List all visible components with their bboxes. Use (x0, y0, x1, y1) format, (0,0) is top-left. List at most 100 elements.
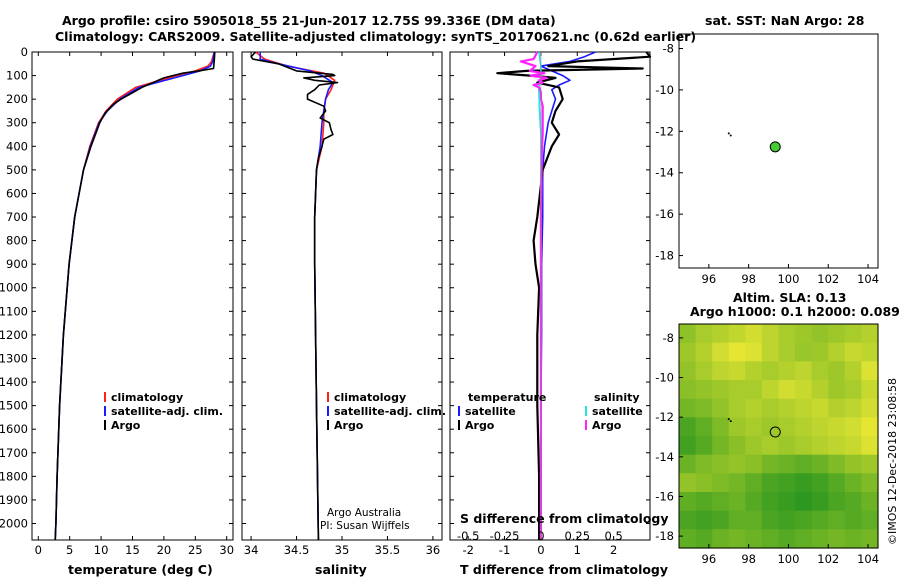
sla_map-cell (844, 529, 862, 549)
sla_map-cell (778, 436, 796, 456)
sla_map-ytick-label: -12 (655, 410, 674, 424)
sst_map-xtick-label: 102 (817, 272, 839, 286)
temperature-xtick-label: 25 (188, 543, 203, 557)
sst_map-ytick-label: -8 (663, 41, 674, 55)
sla_map-cell (761, 398, 780, 418)
sla_map-cell (761, 380, 780, 400)
sla_map-cell (778, 361, 796, 381)
sla_map-cell (811, 380, 829, 400)
temperature-xtick-label: 15 (125, 543, 140, 557)
difference-frame (449, 51, 651, 541)
legend-sal-climatology: climatology (327, 391, 406, 404)
difference-series-temperature-argo (496, 51, 652, 540)
sla_map-cell (844, 342, 862, 362)
sla_map-cell (695, 510, 713, 530)
depth-tick-label: 1100 (0, 304, 28, 318)
sla_map-cell (728, 529, 746, 549)
sla_map-cell (728, 454, 746, 474)
sla_map-cell (679, 492, 697, 512)
sla_map-cell (861, 454, 879, 474)
sla_map-argo-point (769, 426, 781, 438)
sla_map-ytick-label: -16 (655, 489, 674, 503)
temperature-xtick-label: 30 (219, 543, 234, 557)
sst_map-island (729, 134, 732, 137)
sla_map-cell (811, 473, 829, 493)
sst_map-xtick-label: 104 (857, 272, 879, 286)
sla_map-cell (679, 510, 697, 530)
sla_map-ytick-label: -18 (655, 529, 674, 543)
sla_map-cell (828, 342, 846, 362)
temperature-xlabel: temperature (deg C) (68, 562, 213, 577)
sla_map-cell (811, 529, 829, 549)
sla_map-cell (861, 361, 879, 381)
depth-tick-label: 1300 (0, 351, 28, 365)
sla_map-cell (745, 342, 763, 362)
sla_map-cell (811, 324, 829, 344)
depth-tick-label: 900 (6, 257, 28, 271)
title-line-1: Argo profile: csiro 5905018_55 21-Jun-20… (62, 13, 556, 28)
sla_map-cell (712, 454, 730, 474)
sla_map-cell (761, 436, 780, 456)
difference-secondary-tick-label: -0.5 (457, 529, 479, 543)
sla_map-cell (795, 361, 813, 381)
depth-tick-label: 1900 (0, 493, 28, 507)
sla_map-cell (728, 361, 746, 381)
sla_map-cell (861, 529, 879, 549)
salinity-xtick-label: 36 (426, 543, 441, 557)
sla_map-cell (679, 473, 697, 493)
difference-xtick-label: -1 (499, 543, 510, 557)
sla_map-cell (679, 361, 697, 381)
sst_map-xtick-label: 96 (702, 272, 717, 286)
sla_map-cell (811, 436, 829, 456)
sla_map-cell (811, 361, 829, 381)
sla_map-xtick-label: 98 (741, 552, 756, 566)
sla_map-cell (745, 436, 763, 456)
legend-temp-satellite: satellite-adj. clim. (104, 405, 223, 418)
sla_map-cell (712, 510, 730, 530)
sla_map-cell (795, 492, 813, 512)
sla_map-cell (761, 342, 780, 362)
depth-tick-label: 600 (6, 186, 28, 200)
sla_map-cell (695, 454, 713, 474)
legend-temp-argo: Argo (104, 419, 140, 432)
sst-map-title: sat. SST: NaN Argo: 28 (705, 13, 865, 28)
temperature-xtick-label: 0 (35, 543, 42, 557)
sla-map-subtitle: Argo h1000: 0.1 h2000: 0.089 (690, 304, 900, 319)
sla_map-cell (844, 417, 862, 437)
sla_map-cell (844, 454, 862, 474)
sla_map-cell (712, 417, 730, 437)
sla_map-cell (679, 324, 697, 344)
sla_map-ytick-label: -14 (655, 450, 674, 464)
depth-tick-label: 1200 (0, 328, 28, 342)
sla_map-cell (745, 380, 763, 400)
sst_map-ytick-label: -16 (655, 207, 674, 221)
sla_map-cell (728, 324, 746, 344)
sla_map-island (727, 418, 730, 421)
sla_map-xtick-label: 102 (817, 552, 839, 566)
sla_map-cell (761, 529, 780, 549)
sla_map-cell (861, 342, 879, 362)
sla_map-cell (795, 398, 813, 418)
title-line-2: Climatology: CARS2009. Satellite-adjuste… (55, 29, 697, 44)
sla_map-cell (695, 324, 713, 344)
sst_map-xtick-label: 98 (741, 272, 756, 286)
sla_map-cell (712, 492, 730, 512)
sla_map-cell (745, 361, 763, 381)
sla_map-cell (861, 436, 879, 456)
salinity-xtick-label: 34 (244, 543, 259, 557)
sla_map-cell (712, 342, 730, 362)
depth-tick-label: 1600 (0, 422, 28, 436)
sla_map-cell (712, 398, 730, 418)
sla_map-cell (728, 417, 746, 437)
sla_map-cell (828, 436, 846, 456)
sla_map-cell (745, 454, 763, 474)
sla_map-cell (695, 492, 713, 512)
salinity-xtick-label: 34.5 (284, 543, 310, 557)
sla_map-cell (761, 510, 780, 530)
sla_map-cell (828, 417, 846, 437)
sla_map-cell (761, 324, 780, 344)
difference-xlabel: T difference from climatology (460, 562, 669, 577)
sla_map-cell (861, 324, 879, 344)
temperature-frame (31, 51, 234, 541)
